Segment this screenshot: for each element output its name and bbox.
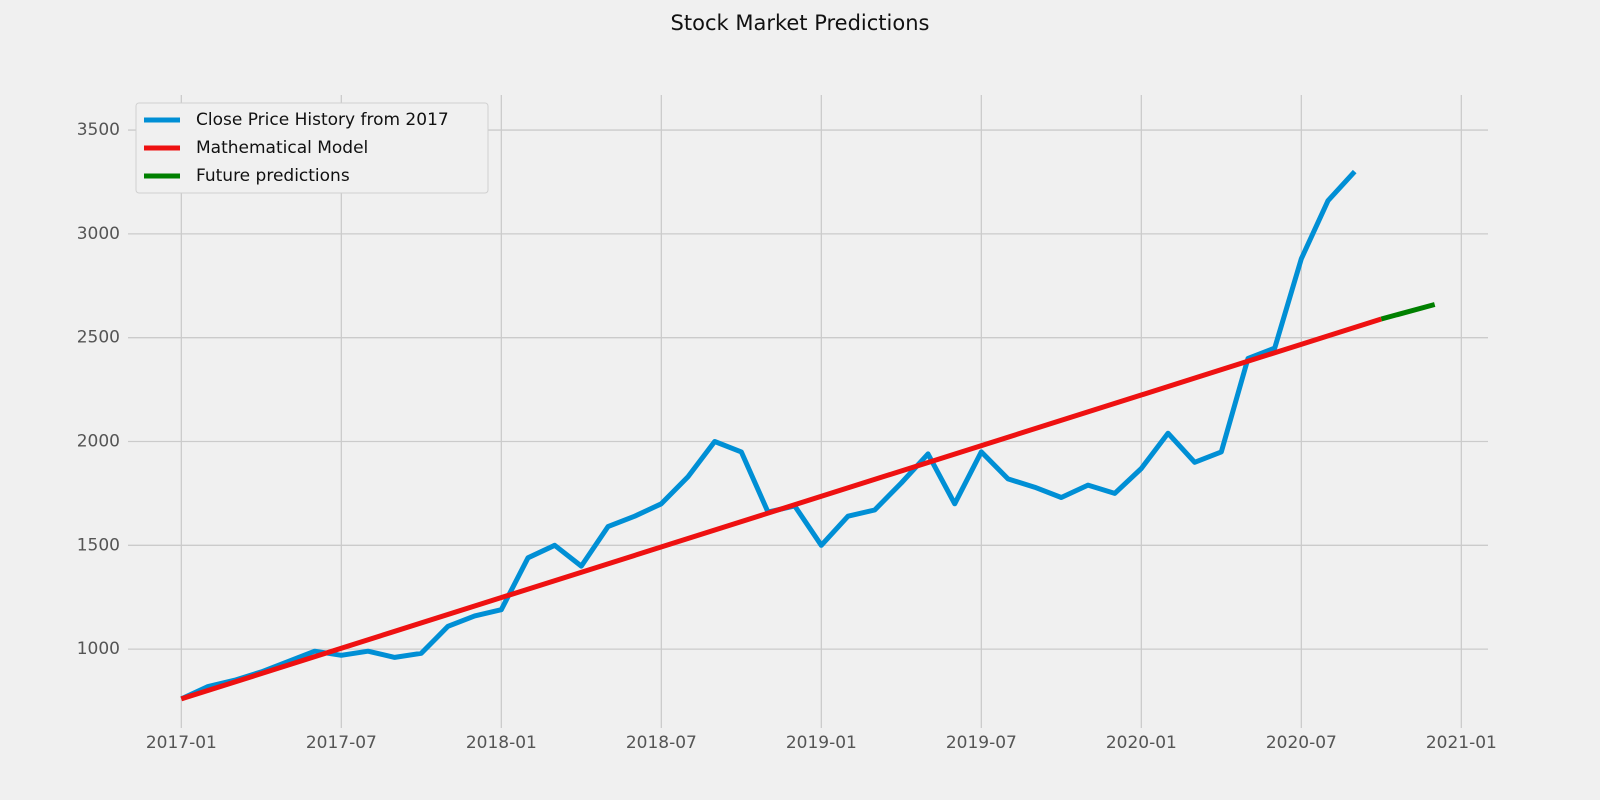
x-tick-label: 2019-07	[946, 733, 1017, 753]
x-tick-label: 2018-07	[626, 733, 697, 753]
x-tick-label: 2019-01	[786, 733, 857, 753]
legend: Close Price History from 2017 Mathematica…	[135, 102, 489, 194]
x-tick-label: 2017-07	[306, 733, 377, 753]
y-tick-label: 2500	[77, 328, 120, 348]
x-tick-label: 2018-01	[466, 733, 537, 753]
y-tick-label: 3500	[77, 120, 120, 140]
y-tick-label: 1000	[77, 639, 120, 659]
chart-title: Stock Market Predictions	[671, 11, 930, 35]
legend-label: Future predictions	[196, 166, 350, 186]
y-tick-label: 1500	[77, 535, 120, 555]
legend-box	[135, 102, 489, 194]
legend-label: Close Price History from 2017	[196, 110, 449, 130]
x-tick-label: 2021-01	[1426, 733, 1497, 753]
y-tick-label: 2000	[77, 431, 120, 451]
x-tick-label: 2020-01	[1106, 733, 1177, 753]
series-line	[180, 316, 1383, 702]
y-tick-label: 3000	[77, 224, 120, 244]
x-tick-label: 2020-07	[1266, 733, 1337, 753]
x-tick-label: 2017-01	[146, 733, 217, 753]
legend-label: Mathematical Model	[196, 138, 368, 158]
series-line	[1380, 302, 1436, 322]
